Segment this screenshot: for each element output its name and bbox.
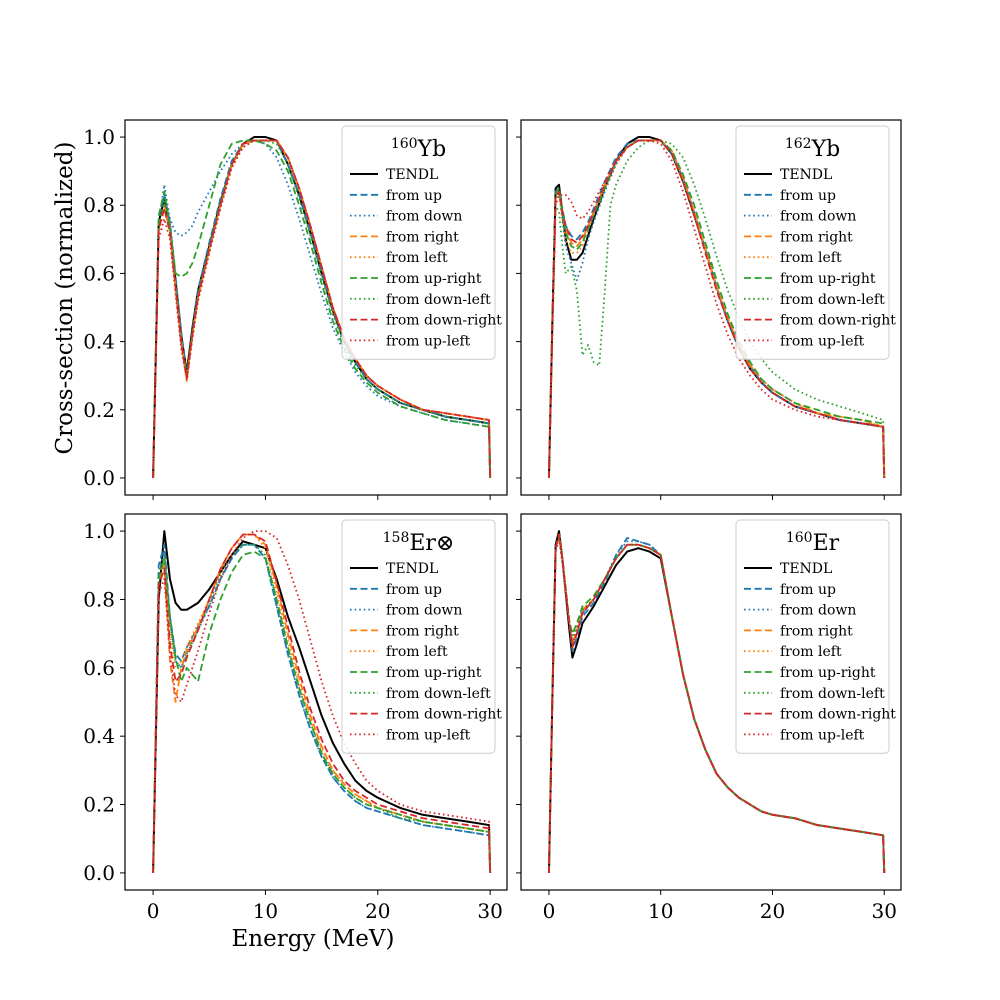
legend-label: from down xyxy=(780,209,856,225)
x-tick-label: 20 xyxy=(365,899,390,923)
legend-label: from up-right xyxy=(386,665,482,681)
series-line-from-left xyxy=(152,533,492,873)
legend-label: from up-left xyxy=(386,333,471,349)
legend-label: from down-right xyxy=(386,707,502,723)
legend-box xyxy=(341,125,496,360)
y-tick-label: 0.6 xyxy=(83,261,115,285)
legend-label: from down xyxy=(780,603,856,619)
legend-label: from down-left xyxy=(386,292,491,308)
legend-label: from up xyxy=(386,188,442,204)
legend-label: from right xyxy=(386,229,459,245)
y-tick-label: 0.8 xyxy=(83,587,115,611)
legend-title: 160Er xyxy=(786,530,840,556)
panel-3: 0 10 20 30 0.0 0.2 0.4 0.6 0.8 1.0 158Er⊗ TENDL from… xyxy=(83,513,508,923)
legend-label: from left xyxy=(780,250,842,266)
y-tick-label: 0.6 xyxy=(83,656,115,680)
legend-label: from left xyxy=(780,644,842,660)
legend-label: from down-right xyxy=(780,313,896,329)
legend-label: from left xyxy=(386,644,448,660)
y-tick-label: 0.2 xyxy=(83,793,115,817)
legend-label: TENDL xyxy=(386,167,438,183)
legend-title: 158Er⊗ xyxy=(383,530,455,556)
x-tick-label: 10 xyxy=(648,899,673,923)
legend-label: from up xyxy=(386,582,442,598)
x-tick-label: 30 xyxy=(872,899,897,923)
x-tick-label: 20 xyxy=(760,899,785,923)
x-tick-label: 30 xyxy=(477,899,502,923)
legend-label: from up-right xyxy=(780,665,876,681)
axes-frame xyxy=(124,513,508,891)
legend-label: from down xyxy=(386,603,462,619)
legend-box xyxy=(341,519,496,754)
legend-label: from down-right xyxy=(386,313,502,329)
series-line-from-up-left xyxy=(152,530,492,873)
axes-frame xyxy=(124,119,508,496)
y-tick-label: 0.8 xyxy=(83,193,115,217)
axes-frame xyxy=(520,119,902,496)
legend-label: TENDL xyxy=(780,167,832,183)
legend-box xyxy=(735,519,890,754)
series-line-from-down xyxy=(152,543,492,873)
legend-label: TENDL xyxy=(780,561,832,577)
legend-label: from up-right xyxy=(386,271,482,287)
legend-label: from up-left xyxy=(780,333,865,349)
x-axis-label: Energy (MeV) xyxy=(232,926,395,952)
y-axis-label: Cross-section (normalized) xyxy=(52,142,78,455)
legend-label: from up-left xyxy=(780,727,865,743)
x-tick-label: 0 xyxy=(543,899,556,923)
legend-label: from up xyxy=(780,582,836,598)
legend-label: from right xyxy=(780,229,853,245)
y-tick-label: 1.0 xyxy=(83,125,115,149)
legend-label: from down-left xyxy=(780,292,885,308)
legend-label: from up xyxy=(780,188,836,204)
series-line-from-down-right xyxy=(548,139,886,478)
y-tick-label: 0.4 xyxy=(83,724,115,748)
panel-2: 162Yb TENDL from up from down from right from… xyxy=(516,119,902,500)
y-tick-label: 1.0 xyxy=(83,519,115,543)
legend-label: from down-right xyxy=(780,707,896,723)
legend-label: TENDL xyxy=(386,561,438,577)
series-line-from-down-right xyxy=(152,139,492,478)
legend-title: 162Yb xyxy=(785,136,840,162)
legend-label: from down-left xyxy=(780,686,885,702)
legend-label: from down xyxy=(386,209,462,225)
series-line-from-up-right xyxy=(152,139,492,478)
y-tick-label: 0.0 xyxy=(83,466,115,490)
y-tick-label: 0.2 xyxy=(83,398,115,422)
legend-label: from right xyxy=(780,623,853,639)
series-line-from-down-left xyxy=(548,139,886,478)
series-line-from-down-right xyxy=(548,533,886,873)
panel-1: 0.0 0.2 0.4 0.6 0.8 1.0 160Yb TENDL from up from … xyxy=(83,119,508,500)
series-line-from-down-left xyxy=(152,543,492,873)
x-tick-label: 10 xyxy=(253,899,278,923)
legend-label: from right xyxy=(386,623,459,639)
series-line-from-down-right xyxy=(152,533,492,873)
series-line-from-up-right xyxy=(152,550,492,873)
x-tick-label: 0 xyxy=(147,899,160,923)
legend-label: from up-right xyxy=(780,271,876,287)
y-tick-label: 0.0 xyxy=(83,861,115,885)
y-tick-label: 0.4 xyxy=(83,330,115,354)
legend-box xyxy=(735,125,890,360)
legend-label: from down-left xyxy=(386,686,491,702)
legend-label: from left xyxy=(386,250,448,266)
legend-label: from up-left xyxy=(386,727,471,743)
panel-4: 0 10 20 30 160Er TENDL from up from down from ri… xyxy=(516,513,902,923)
series-line-tendl xyxy=(152,530,492,873)
legend-title: 160Yb xyxy=(391,136,446,162)
series-line-from-right xyxy=(152,533,492,873)
axes-frame xyxy=(520,513,902,891)
